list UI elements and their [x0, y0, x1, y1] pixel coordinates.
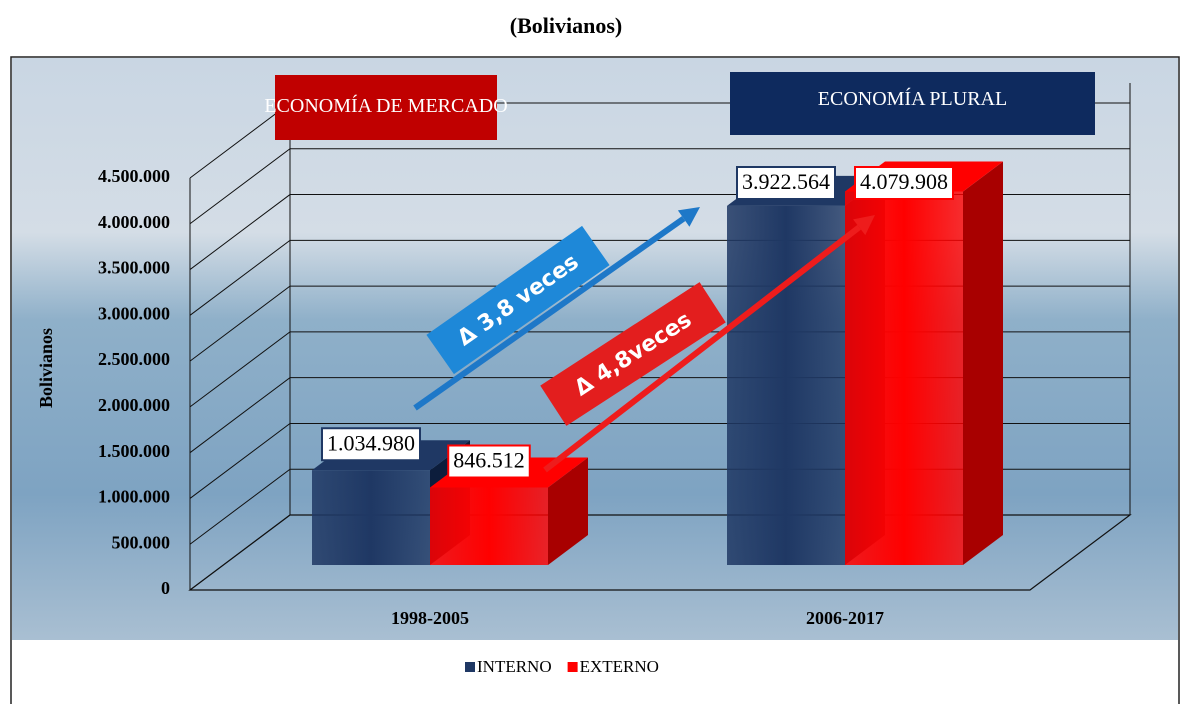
y-tick-label: 2.000.000 [98, 395, 170, 415]
banner-text: ECONOMÍA PLURAL [818, 87, 1007, 110]
arrow [413, 216, 686, 411]
y-tick-label: 1.500.000 [98, 441, 170, 461]
y-tick-label: 4.000.000 [98, 212, 170, 232]
banner [275, 75, 497, 140]
legend-label: EXTERNO [580, 657, 659, 676]
bar-side [548, 457, 588, 565]
value-label-box [854, 166, 954, 200]
y-tick-label: 2.500.000 [98, 349, 170, 369]
legend-label: INTERNO [477, 657, 552, 676]
bar [845, 191, 963, 565]
bar [312, 470, 430, 565]
arrow-head [677, 207, 700, 227]
arrow-head [853, 215, 875, 236]
value-label: 1.034.980 [327, 430, 415, 455]
value-label-box [321, 427, 421, 462]
annotation-box [426, 225, 610, 375]
y-tick-label: 4.500.000 [98, 166, 170, 186]
plot-background [12, 58, 1178, 640]
y-tick-label: 3.500.000 [98, 258, 170, 278]
y-tick-label: 1.000.000 [98, 487, 170, 507]
value-label-box [447, 444, 531, 479]
bar [727, 205, 845, 565]
x-tick-label: 1998-2005 [391, 608, 469, 628]
arrow [543, 224, 862, 473]
legend-swatch [567, 662, 578, 672]
value-label: 4.079.908 [860, 169, 948, 194]
bar [430, 487, 548, 565]
bar-side [963, 161, 1003, 565]
grid-line [189, 148, 1130, 225]
y-tick-label: 0 [161, 578, 170, 598]
value-label-box [736, 166, 836, 200]
y-tick-label: 500.000 [112, 532, 171, 552]
y-tick-label: 3.000.000 [98, 303, 170, 323]
annotation-box [540, 282, 726, 426]
chart-subtitle: (Bolivianos) [510, 13, 622, 38]
legend-swatch [465, 662, 475, 672]
y-axis-label: Bolivianos [36, 328, 56, 408]
x-tick-label: 2006-2017 [806, 608, 884, 628]
frame [10, 56, 1180, 704]
banner [730, 72, 1095, 135]
value-label: 3.922.564 [742, 169, 830, 194]
value-label: 846.512 [453, 448, 525, 473]
banner-text: ECONOMÍA DE MERCADO [264, 94, 507, 117]
